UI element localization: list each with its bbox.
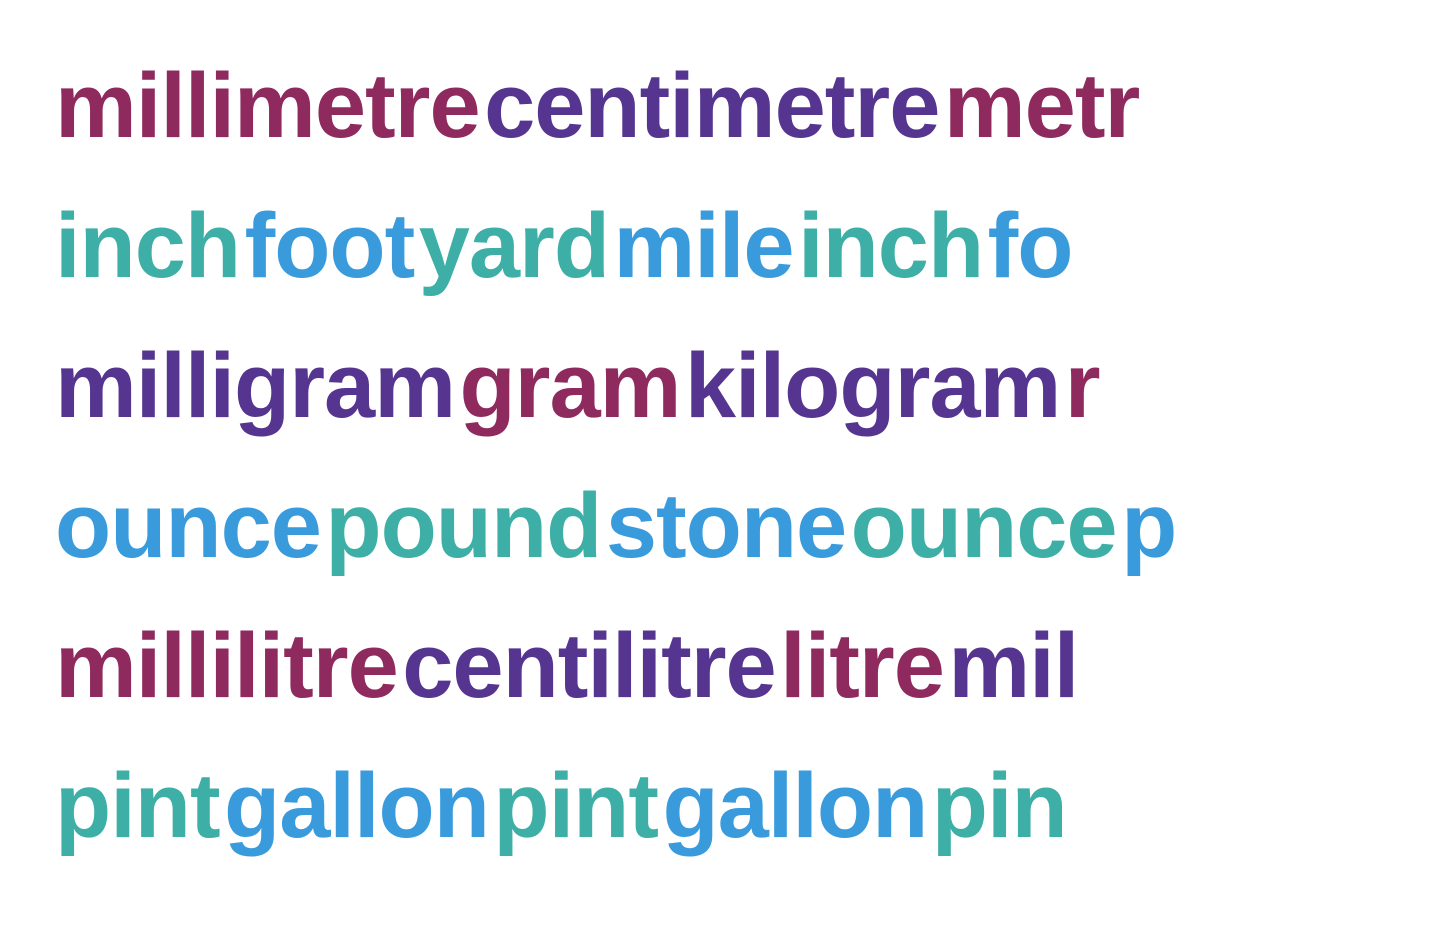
word: centilitre bbox=[402, 615, 775, 717]
word: centimetre bbox=[484, 55, 939, 157]
word: mile bbox=[614, 195, 794, 297]
word: foot bbox=[245, 195, 415, 297]
word: stone bbox=[606, 475, 846, 577]
row-6: pint gallon pint gallon pin bbox=[55, 760, 1442, 852]
word: inch bbox=[798, 195, 983, 297]
word: metr bbox=[944, 55, 1139, 157]
row-1: millimetre centimetre metr bbox=[55, 60, 1442, 152]
row-3: milligram gram kilogram r bbox=[55, 340, 1442, 432]
word: milligram bbox=[55, 335, 455, 437]
word: gallon bbox=[224, 755, 489, 857]
word: kilogram bbox=[685, 335, 1060, 437]
word: millimetre bbox=[55, 55, 480, 157]
word: pound bbox=[325, 475, 601, 577]
word: pin bbox=[932, 755, 1067, 857]
row-4: ounce pound stone ounce p bbox=[55, 480, 1442, 572]
word: gallon bbox=[662, 755, 927, 857]
word: pint bbox=[55, 755, 220, 857]
word: pint bbox=[493, 755, 658, 857]
word: p bbox=[1121, 475, 1176, 577]
word: gram bbox=[459, 335, 680, 437]
word: fo bbox=[988, 195, 1073, 297]
word: inch bbox=[55, 195, 240, 297]
word: ounce bbox=[55, 475, 321, 577]
word: litre bbox=[780, 615, 944, 717]
word: millilitre bbox=[55, 615, 398, 717]
word: ounce bbox=[851, 475, 1117, 577]
row-2: inch foot yard mile inch fo bbox=[55, 200, 1442, 292]
word: yard bbox=[419, 195, 609, 297]
word: r bbox=[1065, 335, 1100, 437]
row-5: millilitre centilitre litre mil bbox=[55, 620, 1442, 712]
word-list-container: millimetre centimetre metr inch foot yar… bbox=[0, 0, 1442, 852]
word: mil bbox=[948, 615, 1078, 717]
